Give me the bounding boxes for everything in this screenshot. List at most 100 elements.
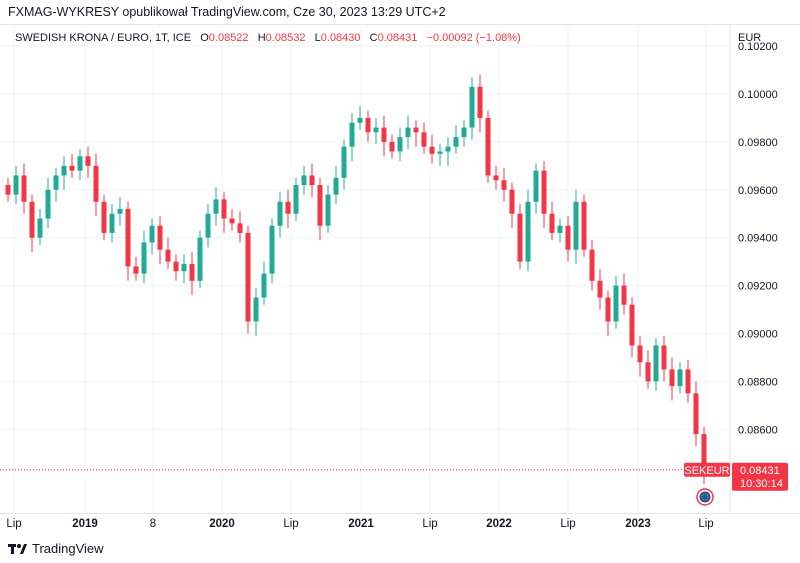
y-tick-label: 0.10000 — [738, 89, 778, 101]
candle-body — [661, 345, 667, 370]
candle — [421, 122, 427, 154]
candle — [597, 268, 603, 310]
candle-body — [285, 201, 291, 214]
candle-body — [141, 242, 147, 274]
candle — [661, 335, 667, 382]
candle-body — [37, 218, 43, 238]
candle — [229, 208, 235, 231]
candle-body — [413, 127, 419, 133]
countdown-text: 10:30:14 — [740, 478, 783, 490]
candle — [573, 189, 579, 265]
candle-body — [469, 86, 475, 128]
candle-body — [229, 218, 235, 224]
candle — [613, 276, 619, 329]
x-tick-label: 2023 — [625, 518, 651, 530]
candle-body — [453, 137, 459, 147]
candle-body — [437, 151, 443, 154]
close-value: 0.08431 — [377, 32, 418, 44]
candle-body — [501, 180, 507, 190]
candle-body — [125, 208, 131, 267]
last-price-tag — [732, 462, 788, 491]
candle-body — [629, 304, 635, 346]
candle — [125, 201, 131, 281]
candle-body — [669, 369, 675, 387]
candle-body — [485, 117, 491, 176]
candle — [693, 381, 699, 447]
open-value: 0.08522 — [208, 32, 249, 44]
candle-body — [365, 117, 371, 133]
symbol-tag-text: SEKEUR — [684, 465, 729, 477]
candle-body — [197, 237, 203, 281]
change-value: −0.00092 (−1.08%) — [426, 32, 521, 44]
candle — [501, 168, 507, 202]
candle — [237, 211, 243, 243]
candle-body — [45, 189, 51, 219]
candle — [277, 192, 283, 238]
candle-body — [581, 201, 587, 250]
candle — [101, 194, 107, 241]
candle-body — [69, 165, 75, 171]
candle — [85, 146, 91, 178]
candle — [181, 254, 187, 284]
candle — [149, 218, 155, 255]
y-tick-label: 0.09400 — [738, 233, 778, 245]
candle — [141, 230, 147, 284]
candle — [213, 187, 219, 226]
candle — [197, 230, 203, 288]
candle-body — [309, 175, 315, 186]
candle-body — [93, 165, 99, 202]
x-tick-label: 8 — [150, 518, 156, 530]
close-label: C — [369, 32, 378, 44]
candle-body — [701, 434, 707, 470]
candle-body — [509, 189, 515, 214]
candle-body — [421, 132, 427, 147]
candle-body — [301, 175, 307, 186]
y-tick-label: 0.08800 — [738, 376, 778, 388]
candle — [61, 156, 67, 190]
candle-body — [213, 199, 219, 214]
x-tick-label: 2021 — [348, 518, 374, 530]
candle-body — [605, 297, 611, 322]
candle — [13, 165, 19, 205]
price-chart[interactable]: 0.10200 0.10000 0.09800 0.09600 0.09400 0.092… — [0, 0, 800, 540]
candle-body — [357, 117, 363, 123]
candle-body — [597, 280, 603, 298]
open-label: O — [200, 32, 209, 44]
candle — [405, 115, 411, 150]
candle — [21, 163, 27, 214]
candle-body — [173, 261, 179, 272]
candle — [165, 237, 171, 269]
candle — [517, 204, 523, 269]
candle-body — [189, 264, 195, 281]
candle-body — [261, 273, 267, 298]
candle — [109, 204, 115, 243]
candle — [157, 216, 163, 265]
candle-body — [637, 345, 643, 363]
symbol-title[interactable]: SWEDISH KRONA / EURO, 1T, ICE — [15, 32, 192, 44]
candle-body — [221, 199, 227, 219]
candle — [533, 163, 539, 214]
candle — [541, 161, 547, 229]
candle — [93, 153, 99, 217]
candle — [437, 144, 443, 166]
x-tick-label: Lip — [283, 518, 298, 530]
candle — [397, 127, 403, 162]
candle — [589, 240, 595, 291]
last-price-text: 0.08431 — [740, 465, 780, 477]
candle — [285, 189, 291, 229]
candle — [301, 165, 307, 195]
candle-body — [269, 225, 275, 274]
high-value: 0.08532 — [265, 32, 306, 44]
y-tick-label: 0.09800 — [738, 137, 778, 149]
candle — [477, 74, 483, 133]
candle-body — [149, 225, 155, 243]
candle-body — [253, 297, 259, 322]
candle-body — [109, 213, 115, 233]
candle-body — [613, 285, 619, 322]
candle — [309, 163, 315, 197]
candle — [669, 357, 675, 401]
eu-flag-icon[interactable] — [696, 488, 714, 506]
tradingview-logo[interactable]: TradingView — [8, 541, 104, 556]
candle — [685, 359, 691, 403]
candle-body — [53, 175, 59, 190]
